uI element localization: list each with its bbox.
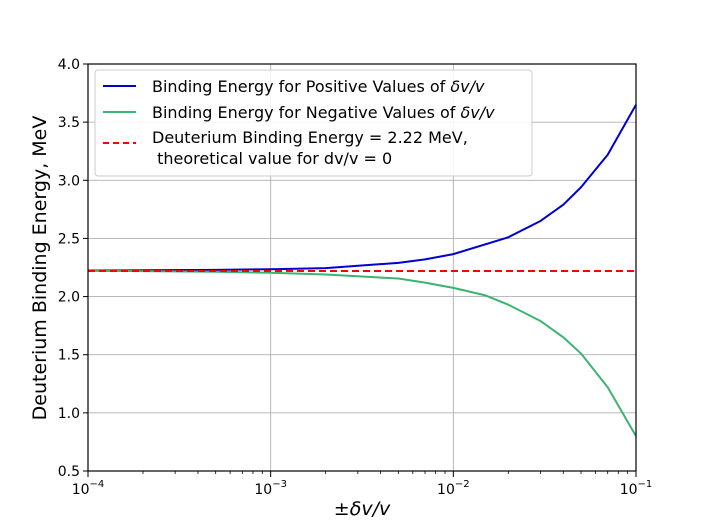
series-positive-line (87, 104, 637, 272)
y-axis-label: Deuterium Binding Energy, MeV (29, 116, 51, 421)
x-tick-label-base: 10 (72, 482, 90, 498)
x-tick-label: 10−2 (437, 479, 470, 498)
x-tick-label-exponent: −3 (272, 479, 287, 490)
y-tick-label: 3.5 (58, 115, 80, 131)
legend-label-negative: Binding Energy for Negative Values of δv… (152, 103, 495, 122)
x-axis-label: ±δv/v (334, 498, 391, 520)
x-tick-label: 10−4 (72, 479, 105, 498)
y-tick-label: 0.5 (58, 464, 80, 480)
y-tick-label: 2.0 (58, 290, 80, 306)
legend-label-reference-line2: theoretical value for dv/v = 0 (152, 149, 392, 168)
legend-label-reference-line1: Deuterium Binding Energy = 2.22 MeV, (152, 128, 468, 147)
legend-box (94, 69, 533, 177)
x-tick-label: 10−3 (254, 479, 287, 498)
legend-label-positive-text: Binding Energy for Positive Values of (152, 77, 450, 96)
x-tick-label-base: 10 (437, 482, 455, 498)
legend: Binding Energy for Positive Values of δv… (94, 69, 533, 177)
legend-label-positive: Binding Energy for Positive Values of δv… (152, 77, 485, 96)
x-tick-label-base: 10 (254, 482, 272, 498)
x-tick-label-exponent: −1 (638, 479, 653, 490)
legend-label-negative-math: δv/v (461, 103, 496, 122)
x-tick-label-exponent: −4 (90, 479, 105, 490)
plot-frame (87, 63, 637, 472)
x-tick-label: 10−1 (620, 479, 653, 498)
y-tick-label: 1.0 (58, 406, 80, 422)
legend-label-negative-text: Binding Energy for Negative Values of (152, 103, 461, 122)
x-tick-label-exponent: −2 (455, 479, 470, 490)
y-tick-label: 2.5 (58, 231, 80, 247)
x-tick-label-base: 10 (620, 482, 638, 498)
series-negative-line (87, 269, 637, 437)
y-tick-label: 1.5 (58, 348, 80, 364)
legend-label-positive-math: δv/v (450, 77, 485, 96)
y-tick-label: 3.0 (58, 173, 80, 189)
y-tick-label: 4.0 (58, 57, 80, 73)
ticks: 0.51.01.52.02.53.03.54.010−4 10−3 10−2 10−1 (58, 57, 653, 498)
series-layer (87, 104, 637, 437)
